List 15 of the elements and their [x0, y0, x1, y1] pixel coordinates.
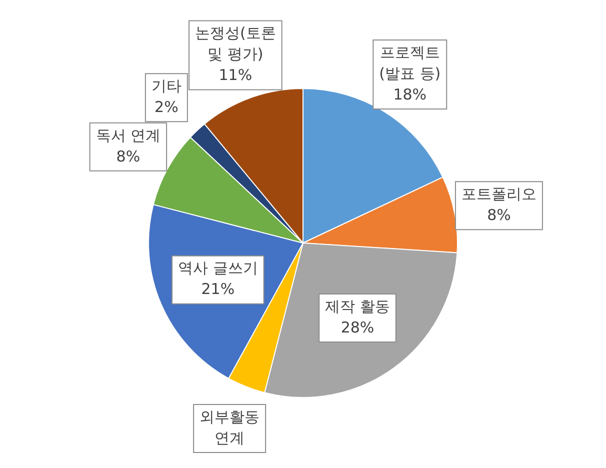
data-label: 8% [487, 206, 511, 224]
data-label: 21% [201, 280, 235, 298]
data-label: 28% [340, 318, 374, 336]
slice-label: 외부활동 연계 [200, 408, 260, 447]
slice-label: 포트폴리오 [461, 185, 536, 204]
slice-label: 프로젝트 (발표 등) [379, 43, 441, 82]
slice-label: 역사 글쓰기 [178, 259, 258, 278]
data-label: 18% [393, 85, 427, 104]
slice-label: 논쟁성(토론 및 평가) [194, 24, 276, 64]
data-label: 8% [116, 147, 140, 166]
slice-label: 제작 활동 [325, 297, 390, 316]
slice-label: 기타 [151, 76, 182, 95]
slice-label: 독서 연계 [96, 126, 161, 144]
data-label: 2% [154, 98, 178, 116]
data-label: 11% [218, 66, 252, 84]
